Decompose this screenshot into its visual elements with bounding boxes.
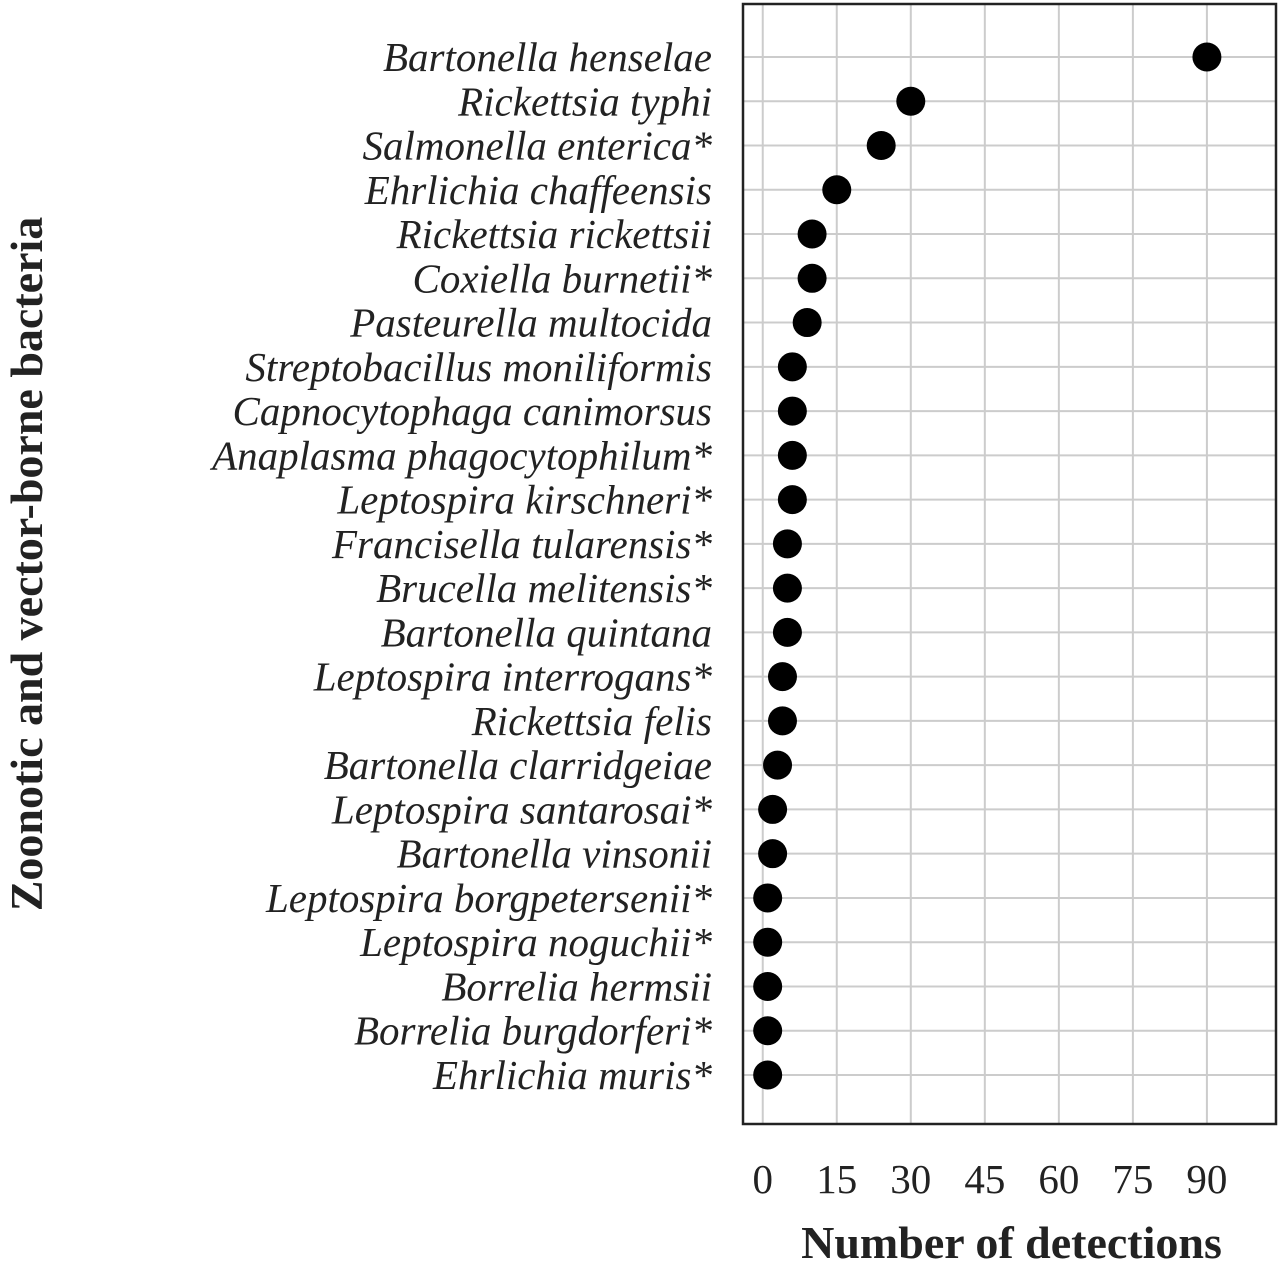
category-label: Leptospira interrogans* bbox=[313, 654, 713, 700]
category-label: Ehrlichia muris* bbox=[432, 1052, 713, 1098]
x-tick-labels: 0 15 30 45 60 75 90 bbox=[752, 1156, 1227, 1202]
data-point bbox=[772, 529, 802, 559]
category-label: Rickettsia rickettsii bbox=[396, 211, 712, 257]
category-label: Leptospira noguchii* bbox=[359, 919, 712, 965]
category-label: Leptospira borgpetersenii* bbox=[265, 875, 713, 921]
category-label: Leptospira santarosai* bbox=[331, 786, 713, 832]
data-point bbox=[767, 662, 797, 692]
data-point bbox=[777, 396, 807, 426]
data-point bbox=[896, 86, 926, 116]
data-point bbox=[767, 706, 797, 736]
grid-lines bbox=[743, 4, 1276, 1124]
category-label: Rickettsia typhi bbox=[457, 78, 712, 124]
data-point bbox=[753, 1060, 783, 1090]
category-label: Bartonella clarridgeiae bbox=[324, 742, 712, 788]
x-axis-title: Number of detections bbox=[801, 1217, 1222, 1264]
category-label: Brucella melitensis* bbox=[376, 565, 712, 611]
category-label: Streptobacillus moniliformis bbox=[245, 344, 712, 390]
data-point bbox=[866, 131, 896, 161]
data-point bbox=[792, 308, 822, 338]
x-tick-label: 90 bbox=[1186, 1156, 1227, 1202]
data-point bbox=[753, 971, 783, 1001]
category-label: Francisella tularensis* bbox=[331, 521, 712, 567]
x-tick-label: 75 bbox=[1112, 1156, 1153, 1202]
category-label: Rickettsia felis bbox=[471, 698, 712, 744]
category-label: Coxiella burnetii* bbox=[413, 255, 713, 301]
y-axis-title: Zoonotic and vector-borne bacteria bbox=[1, 217, 52, 912]
data-point bbox=[758, 794, 788, 824]
data-point bbox=[753, 927, 783, 957]
data-point bbox=[777, 440, 807, 470]
category-label: Borrelia burgdorferi* bbox=[354, 1008, 712, 1054]
category-label: Salmonella enterica* bbox=[362, 123, 712, 169]
data-point bbox=[822, 175, 852, 205]
data-point bbox=[1192, 42, 1222, 72]
data-point bbox=[772, 573, 802, 603]
category-label: Pasteurella multocida bbox=[349, 300, 712, 346]
category-label: Leptospira kirschneri* bbox=[336, 477, 712, 523]
plot-panel-border bbox=[741, 2, 1278, 1126]
category-label: Ehrlichia chaffeensis bbox=[364, 167, 712, 213]
x-tick-label: 30 bbox=[890, 1156, 931, 1202]
data-point bbox=[758, 839, 788, 869]
category-label: Anaplasma phagocytophilum* bbox=[209, 432, 712, 478]
category-label: Bartonella vinsonii bbox=[397, 831, 712, 877]
data-point bbox=[772, 617, 802, 647]
x-tick-label: 0 bbox=[752, 1156, 773, 1202]
data-point bbox=[797, 263, 827, 293]
data-points bbox=[753, 42, 1222, 1090]
category-label: Bartonella henselae bbox=[383, 34, 712, 80]
data-point bbox=[763, 750, 793, 780]
category-label: Borrelia hermsii bbox=[441, 963, 712, 1009]
x-tick-label: 45 bbox=[964, 1156, 1005, 1202]
data-point bbox=[753, 883, 783, 913]
data-point bbox=[753, 1016, 783, 1046]
category-label: Capnocytophaga canimorsus bbox=[233, 388, 712, 434]
data-point bbox=[797, 219, 827, 249]
x-tick-label: 60 bbox=[1038, 1156, 1079, 1202]
x-tick-label: 15 bbox=[816, 1156, 857, 1202]
data-point bbox=[777, 485, 807, 515]
data-point bbox=[777, 352, 807, 382]
category-label: Bartonella quintana bbox=[381, 609, 712, 655]
